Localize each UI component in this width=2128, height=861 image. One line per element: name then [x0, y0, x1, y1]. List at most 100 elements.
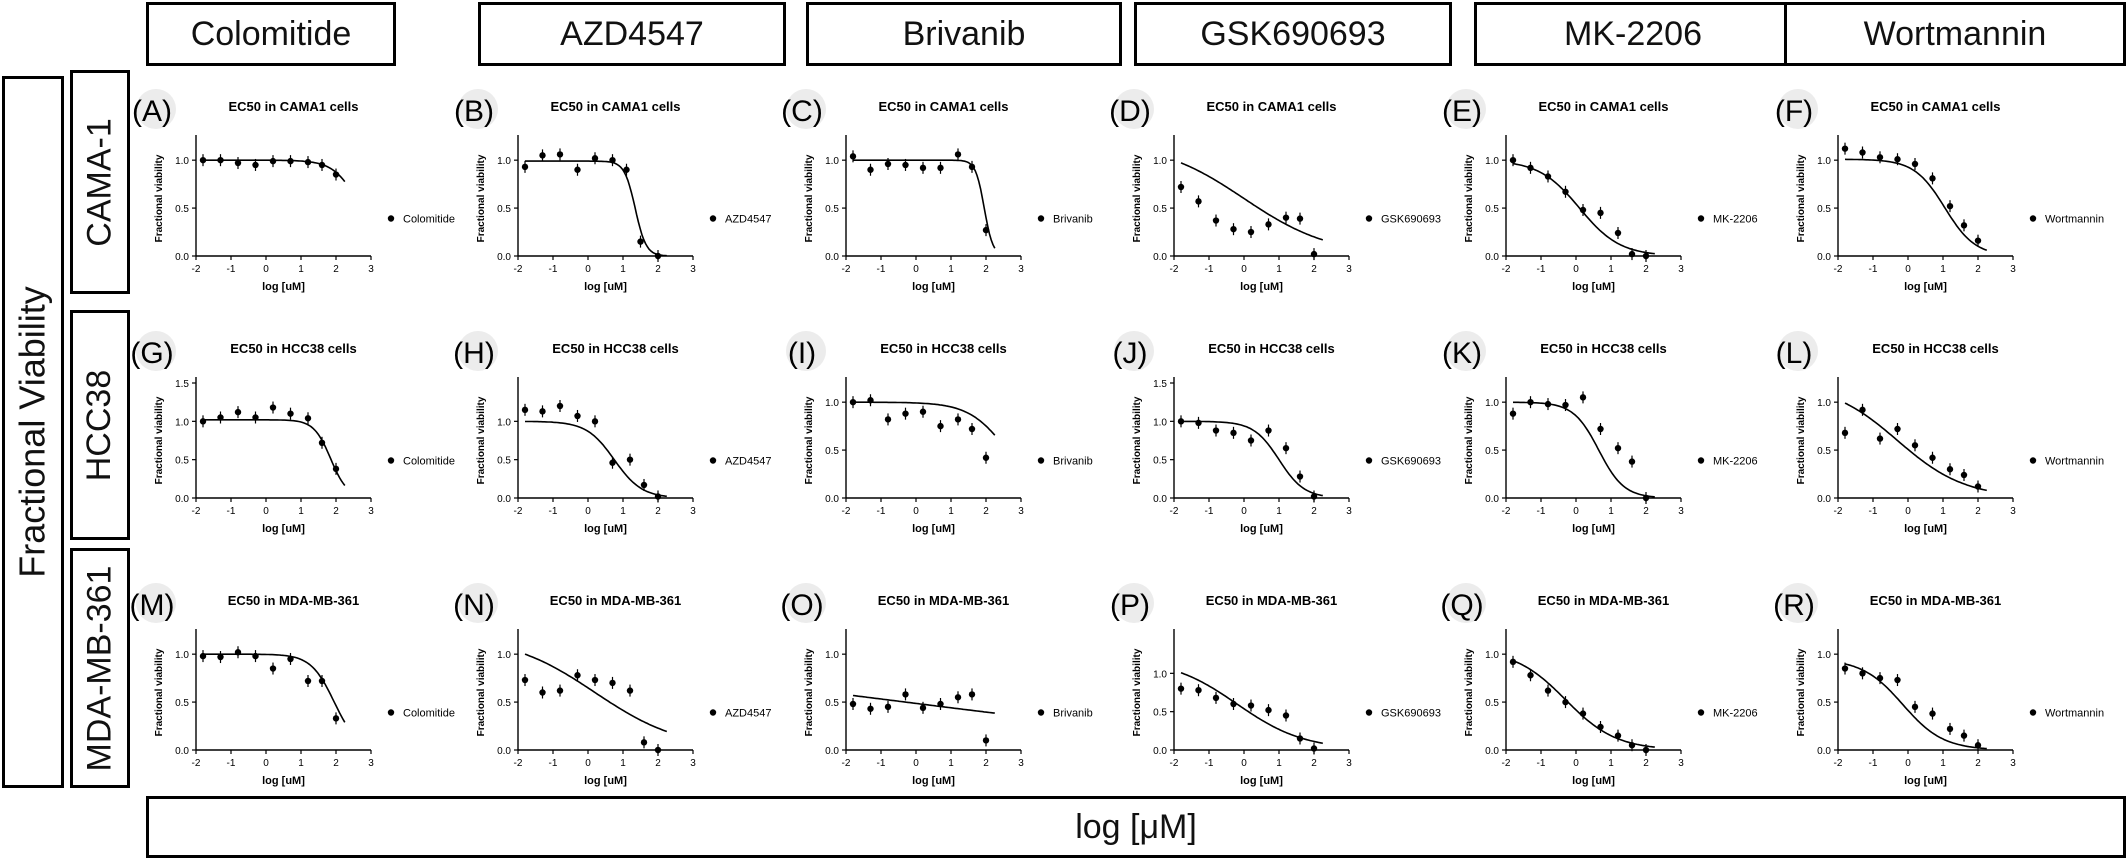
x-tick-label: 1	[1608, 506, 1614, 517]
x-axis-label: log [uM]	[1572, 523, 1615, 535]
data-point	[332, 465, 340, 473]
legend-marker	[1037, 709, 1045, 716]
x-axis-label: log [uM]	[262, 775, 305, 787]
x-tick-label: -2	[1834, 758, 1843, 769]
data-point	[1195, 419, 1202, 427]
data-point	[318, 677, 326, 685]
legend-marker	[387, 709, 395, 716]
x-tick-label: 3	[368, 264, 374, 275]
x-tick-label: 3	[690, 506, 696, 517]
x-tick-label: -1	[877, 758, 886, 769]
panel-letter: (D)	[1109, 95, 1151, 128]
x-tick-label: -2	[1502, 758, 1511, 769]
x-tick-label: 2	[333, 264, 339, 275]
x-axis-label: log [uM]	[1572, 775, 1615, 787]
column-header-gsk690693: GSK690693	[1134, 2, 1452, 66]
y-tick-label: 0.0	[825, 494, 839, 505]
panel-letter-backdrop	[786, 331, 826, 371]
legend-label: AZD4547	[725, 456, 771, 468]
data-point	[1579, 206, 1587, 214]
x-tick-label: 3	[1678, 506, 1684, 517]
y-tick-label: 0.0	[1817, 494, 1831, 505]
data-point	[1894, 156, 1901, 163]
data-point	[1929, 710, 1936, 717]
x-tick-label: 3	[1018, 264, 1024, 275]
legend-label: Wortmannin	[2045, 214, 2104, 226]
y-tick-label: 0.5	[497, 456, 511, 467]
fit-curve	[1513, 401, 1655, 498]
data-point	[640, 739, 648, 746]
data-point	[1859, 670, 1866, 677]
chart-title: EC50 in CAMA1 cells	[1538, 99, 1668, 114]
y-tick-label: 0.0	[497, 252, 511, 263]
data-point	[1894, 676, 1901, 684]
x-tick-label: 0	[585, 506, 591, 517]
data-point	[1579, 394, 1587, 401]
x-axis-label: log [uM]	[262, 281, 305, 293]
fit-curve	[1512, 162, 1655, 255]
legend-label: MK-2206	[1713, 456, 1758, 468]
y-tick-label: 1.0	[497, 156, 511, 167]
legend-marker	[1037, 215, 1045, 222]
chart-panel: (G) EC50 in HCC38 cells 0.0 0.5 1.0 1.5 -2 -1 0 1…	[130, 331, 455, 535]
x-tick-label: -2	[514, 506, 523, 517]
x-tick-label: 0	[1573, 264, 1579, 275]
x-axis-label: log [uM]	[912, 281, 955, 293]
x-axis-label: log [uM]	[584, 523, 627, 535]
data-point	[199, 652, 207, 660]
x-tick-label: 2	[333, 758, 339, 769]
data-point	[1562, 188, 1569, 195]
x-tick-label: -1	[549, 506, 558, 517]
y-tick-label: 0.5	[825, 698, 839, 709]
chart-title: EC50 in MDA-MB-361	[1206, 593, 1337, 608]
panel-letter: (M)	[130, 589, 175, 622]
data-point	[1195, 687, 1202, 694]
x-tick-label: -1	[1537, 264, 1546, 275]
data-point	[269, 665, 277, 672]
data-point	[1642, 494, 1650, 502]
data-point	[968, 425, 976, 433]
chart-panel: (K) EC50 in HCC38 cells 0.0 0.5 1.0 -2 -1 0 1 2 3 l…	[1442, 331, 1758, 535]
fit-curve	[1512, 659, 1655, 748]
data-point	[199, 418, 207, 425]
x-tick-label: -2	[192, 758, 201, 769]
data-point	[884, 703, 892, 711]
panel-letter-backdrop	[136, 331, 176, 371]
legend-label: Colomitide	[403, 456, 455, 468]
x-tick-label: 2	[1975, 264, 1981, 275]
data-point	[1929, 175, 1936, 182]
panel-letter-backdrop	[136, 583, 176, 623]
data-point	[982, 737, 990, 744]
x-tick-label: -2	[1834, 264, 1843, 275]
column-header-label: AZD4547	[560, 14, 704, 53]
x-axis-label: log [uM]	[912, 523, 955, 535]
data-point	[968, 691, 976, 698]
legend-label: Colomitide	[403, 708, 455, 720]
x-tick-label: 2	[655, 506, 661, 517]
legend-label: Brivanib	[1053, 456, 1093, 468]
data-point	[609, 156, 616, 164]
y-tick-label: 0.5	[1153, 204, 1167, 215]
data-point	[1911, 160, 1919, 168]
fit-curve	[1844, 663, 1987, 750]
y-axis-label: Fractional viability	[804, 396, 815, 484]
x-tick-label: 1	[620, 264, 626, 275]
y-axis-label: Fractional viability	[154, 154, 165, 242]
x-tick-label: 3	[2010, 758, 2016, 769]
chart-panel: (L) EC50 in HCC38 cells 0.0 0.5 1.0 -2 -1 0 1 2 3 l…	[1776, 331, 2104, 535]
y-tick-label: 0.5	[1817, 446, 1831, 457]
data-point	[954, 151, 962, 158]
data-point	[1230, 429, 1237, 437]
y-tick-label: 1.0	[1153, 156, 1167, 167]
panel-letter-backdrop	[786, 89, 826, 129]
chart-title: EC50 in HCC38 cells	[1872, 341, 1998, 356]
chart-panel: (Q) EC50 in MDA-MB-361 0.0 0.5 1.0 -2 -1 0 1 2 3 lo…	[1440, 583, 1758, 787]
y-tick-label: 0.5	[497, 204, 511, 215]
x-tick-label: 0	[1573, 506, 1579, 517]
data-point	[1597, 209, 1604, 217]
data-point	[1296, 473, 1304, 480]
x-tick-label: 3	[1018, 506, 1024, 517]
data-point	[1841, 145, 1849, 152]
data-point	[1509, 410, 1517, 417]
fit-curve	[525, 420, 667, 498]
